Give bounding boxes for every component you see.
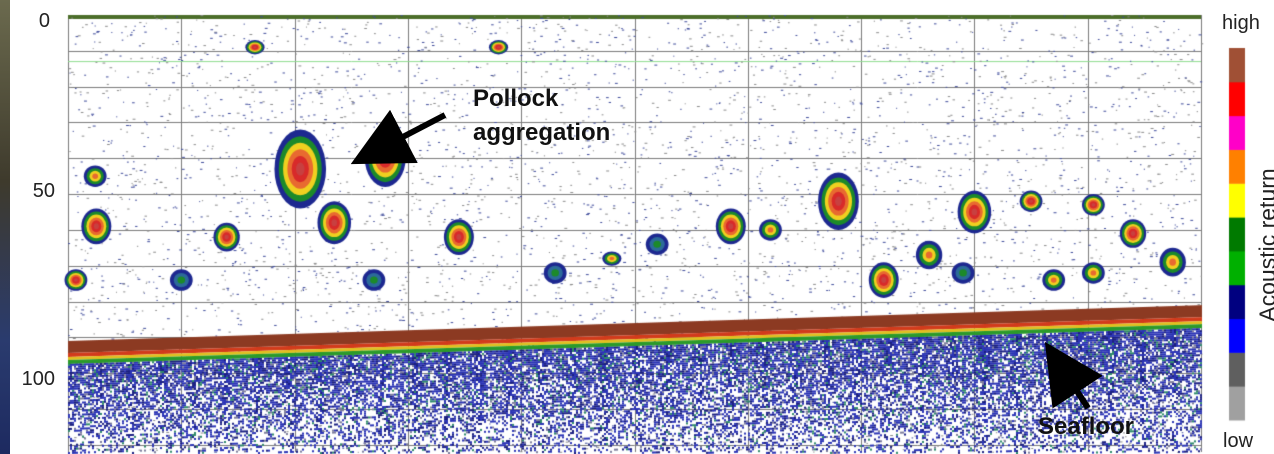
colorbar-low-label: low xyxy=(1223,430,1254,452)
y-tick-label: 50 xyxy=(32,180,55,202)
seafloor-annotation-line-1: Seafloor xyxy=(1038,413,1135,440)
colorbar-axis-label: Acoustic return xyxy=(1254,168,1274,322)
pollock-annotation-line-1: Pollock xyxy=(473,85,559,112)
seafloor-annotation: Seafloor xyxy=(1038,410,1134,444)
pollock-annotation-line-2: aggregation xyxy=(473,119,611,146)
y-tick-label: 100 xyxy=(21,368,55,390)
pollock-annotation: Pollock aggregation xyxy=(473,82,610,150)
colorbar-high-label: high xyxy=(1222,12,1260,34)
y-tick-label: 0 xyxy=(38,10,50,32)
